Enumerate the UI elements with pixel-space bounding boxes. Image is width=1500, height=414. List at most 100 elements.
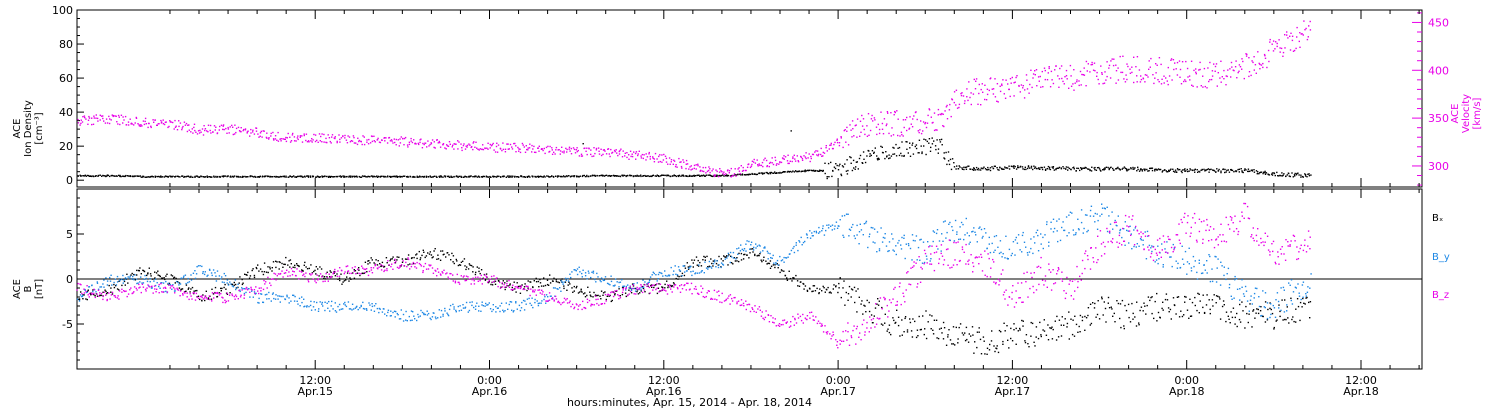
field-point	[224, 282, 225, 283]
velocity-point	[820, 154, 821, 155]
field-point	[1302, 297, 1303, 298]
velocity-point	[236, 128, 237, 129]
field-point	[1227, 273, 1228, 274]
field-point	[649, 280, 650, 281]
field-point	[314, 270, 315, 271]
field-point	[201, 300, 202, 301]
field-point	[196, 290, 197, 291]
field-point	[91, 285, 92, 286]
field-point	[261, 294, 262, 295]
field-point	[372, 306, 373, 307]
field-point	[172, 275, 173, 276]
field-point	[953, 326, 954, 327]
field-point	[1169, 311, 1170, 312]
field-point	[520, 310, 521, 311]
velocity-point	[623, 150, 624, 151]
velocity-point	[1168, 67, 1169, 68]
density-point	[260, 176, 261, 177]
field-point	[179, 287, 180, 288]
field-point	[1042, 237, 1043, 238]
density-point	[988, 169, 989, 170]
field-point	[826, 225, 827, 226]
field-point	[288, 297, 289, 298]
field-point	[460, 265, 461, 266]
field-point	[220, 288, 221, 289]
field-point	[1050, 222, 1051, 223]
density-point	[1294, 175, 1295, 176]
velocity-point	[717, 171, 718, 172]
field-point	[132, 276, 133, 277]
velocity-point	[1195, 72, 1196, 73]
field-point	[1048, 242, 1049, 243]
velocity-point	[1139, 69, 1140, 70]
field-point	[126, 274, 127, 275]
field-point	[1170, 256, 1171, 257]
field-point	[1079, 326, 1080, 327]
field-point	[1092, 302, 1093, 303]
field-point	[536, 281, 537, 282]
field-point	[372, 259, 373, 260]
velocity-point	[1038, 76, 1039, 77]
velocity-point	[959, 104, 960, 105]
velocity-y-tick-label: 450	[1428, 16, 1449, 29]
velocity-point	[1120, 56, 1121, 57]
field-point	[477, 266, 478, 267]
density-point	[728, 175, 729, 176]
density-point	[1280, 175, 1281, 176]
velocity-point	[308, 141, 309, 142]
field-point	[819, 292, 820, 293]
field-point	[929, 314, 930, 315]
field-point	[547, 296, 548, 297]
field-point	[275, 299, 276, 300]
velocity-point	[1148, 69, 1149, 70]
density-point	[82, 175, 83, 176]
velocity-point	[587, 154, 588, 155]
density-point	[99, 175, 100, 176]
density-point	[1239, 171, 1240, 172]
field-point	[1239, 288, 1240, 289]
field-point	[913, 240, 914, 241]
field-point	[194, 292, 195, 293]
field-point	[967, 232, 968, 233]
velocity-point	[257, 133, 258, 134]
field-point	[442, 314, 443, 315]
velocity-point	[1208, 81, 1209, 82]
density-point	[428, 176, 429, 177]
field-point	[1097, 229, 1098, 230]
velocity-point	[697, 165, 698, 166]
field-point	[850, 230, 851, 231]
field-point	[113, 282, 114, 283]
field-point	[877, 298, 878, 299]
field-point	[718, 264, 719, 265]
field-point	[997, 247, 998, 248]
field-point	[1184, 296, 1185, 297]
velocity-point	[229, 132, 230, 133]
density-point	[238, 176, 239, 177]
field-point	[989, 237, 990, 238]
density-point	[1174, 171, 1175, 172]
field-point	[107, 299, 108, 300]
field-point	[786, 277, 787, 278]
velocity-point	[837, 139, 838, 140]
field-point	[197, 297, 198, 298]
velocity-point	[544, 153, 545, 154]
density-point	[436, 177, 437, 178]
field-point	[595, 281, 596, 282]
field-point	[464, 265, 465, 266]
field-point	[237, 284, 238, 285]
field-point	[844, 215, 845, 216]
field-point	[697, 273, 698, 274]
field-point	[966, 218, 967, 219]
field-point	[1023, 232, 1024, 233]
field-point	[912, 318, 913, 319]
field-point	[797, 250, 798, 251]
velocity-point	[547, 146, 548, 147]
density-point	[1029, 167, 1030, 168]
velocity-point	[680, 161, 681, 162]
density-point	[956, 165, 957, 166]
field-point	[996, 235, 997, 236]
field-point	[778, 264, 779, 265]
field-point	[254, 291, 255, 292]
velocity-point	[398, 139, 399, 140]
field-point	[1212, 281, 1213, 282]
